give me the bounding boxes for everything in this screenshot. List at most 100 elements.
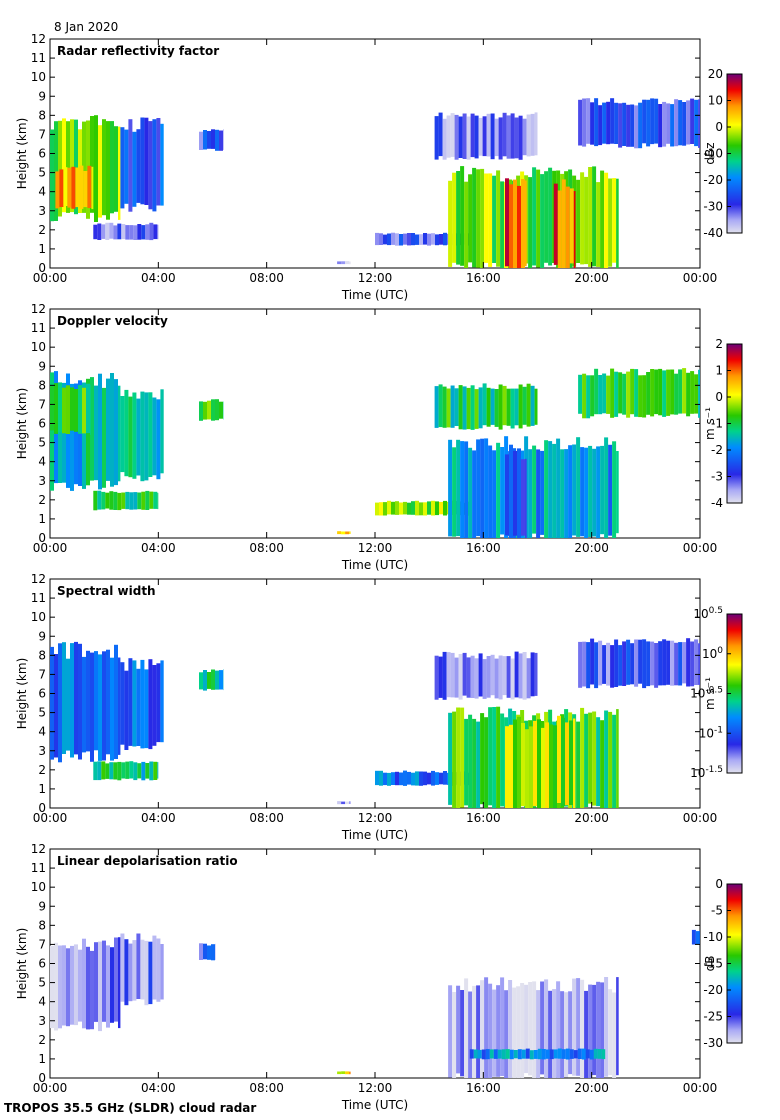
data-cell (203, 670, 207, 691)
data-cell (341, 531, 346, 535)
data-cell (148, 121, 153, 210)
data-cell (70, 643, 74, 758)
y-tick-label: 7 (38, 667, 46, 681)
data-cell (110, 373, 114, 487)
data-cell (540, 981, 545, 1075)
data-cell (98, 941, 102, 1032)
data-cell (530, 113, 535, 156)
data-cell (399, 502, 403, 515)
colorbar-tick-label: 20 (708, 67, 723, 81)
data-cell (496, 442, 501, 538)
data-cell (618, 103, 623, 148)
data-cell (446, 652, 451, 698)
data-cell (506, 656, 511, 698)
data-cell (502, 656, 507, 696)
data-cell (530, 652, 535, 697)
data-region (505, 715, 576, 808)
data-cell (55, 171, 60, 209)
data-cell (565, 1048, 570, 1060)
data-cell (120, 933, 125, 1002)
data-cell (458, 116, 463, 158)
y-tick-label: 1 (38, 512, 46, 526)
data-cell (148, 392, 153, 477)
data-cell (694, 639, 699, 685)
data-cell (136, 668, 141, 746)
data-cell (638, 639, 643, 684)
data-cell (686, 100, 691, 145)
data-cell (537, 1048, 542, 1060)
data-cell (585, 1049, 590, 1059)
data-cell (584, 990, 589, 1078)
y-tick-label: 3 (38, 204, 46, 218)
data-cell (552, 989, 557, 1078)
data-cell (219, 670, 223, 690)
data-cell (113, 491, 118, 510)
data-cell (466, 387, 471, 430)
data-cell (59, 169, 64, 207)
data-cell (462, 652, 467, 696)
data-cell (602, 102, 607, 144)
x-tick-label: 00:00 (683, 271, 718, 285)
data-cell (129, 492, 134, 510)
y-tick-label: 9 (38, 89, 46, 103)
data-cell (435, 234, 439, 246)
data-cell (513, 1050, 518, 1059)
data-cell (498, 655, 503, 700)
data-region (434, 112, 538, 160)
y-tick-label: 6 (38, 417, 46, 431)
data-cell (488, 707, 493, 806)
data-cell (472, 718, 477, 808)
data-cell (514, 117, 519, 159)
data-cell (536, 990, 541, 1078)
data-cell (492, 175, 497, 263)
data-cell (114, 379, 118, 486)
data-cell (456, 439, 461, 537)
data-cell (391, 232, 395, 245)
x-tick-label: 00:00 (33, 1081, 68, 1095)
data-cell (616, 709, 619, 808)
data-cell (528, 449, 533, 538)
data-cell (50, 945, 54, 1029)
data-cell (423, 502, 427, 516)
data-cell (618, 645, 623, 686)
data-cell (78, 949, 82, 1022)
data-cell (427, 501, 431, 515)
data-cell (157, 224, 159, 240)
y-tick-label: 8 (38, 918, 46, 932)
data-cell (345, 1071, 350, 1075)
data-cell (568, 445, 573, 538)
data-cell (211, 944, 215, 961)
data-cell (612, 714, 617, 808)
data-cell (586, 98, 591, 144)
data-cell (144, 117, 149, 205)
data-cell (93, 224, 98, 240)
data-cell (630, 643, 635, 685)
data-cell (132, 660, 137, 747)
data-cell (383, 772, 387, 786)
data-cell (117, 761, 122, 781)
data-cell (97, 490, 102, 510)
data-region (337, 1071, 351, 1075)
data-cell (525, 729, 529, 808)
data-cell (434, 386, 439, 428)
data-cell (110, 947, 114, 1023)
y-tick-label: 0 (38, 1071, 46, 1085)
data-cell (149, 222, 154, 241)
data-cell (70, 383, 74, 491)
y-axis-label: Height (km) (15, 388, 29, 459)
data-cell (596, 446, 601, 538)
data-cell (536, 169, 541, 268)
data-cell (544, 440, 549, 538)
data-cell (466, 657, 471, 698)
data-cell (219, 401, 223, 419)
data-cell (670, 640, 675, 686)
data-cell (474, 658, 479, 699)
data-cell (618, 372, 623, 414)
data-cell (118, 937, 121, 1029)
x-tick-label: 16:00 (466, 811, 501, 825)
data-cell (534, 388, 538, 425)
data-cell (650, 98, 655, 145)
data-cell (494, 658, 499, 699)
data-cell (98, 654, 102, 761)
data-cell (616, 977, 619, 1076)
